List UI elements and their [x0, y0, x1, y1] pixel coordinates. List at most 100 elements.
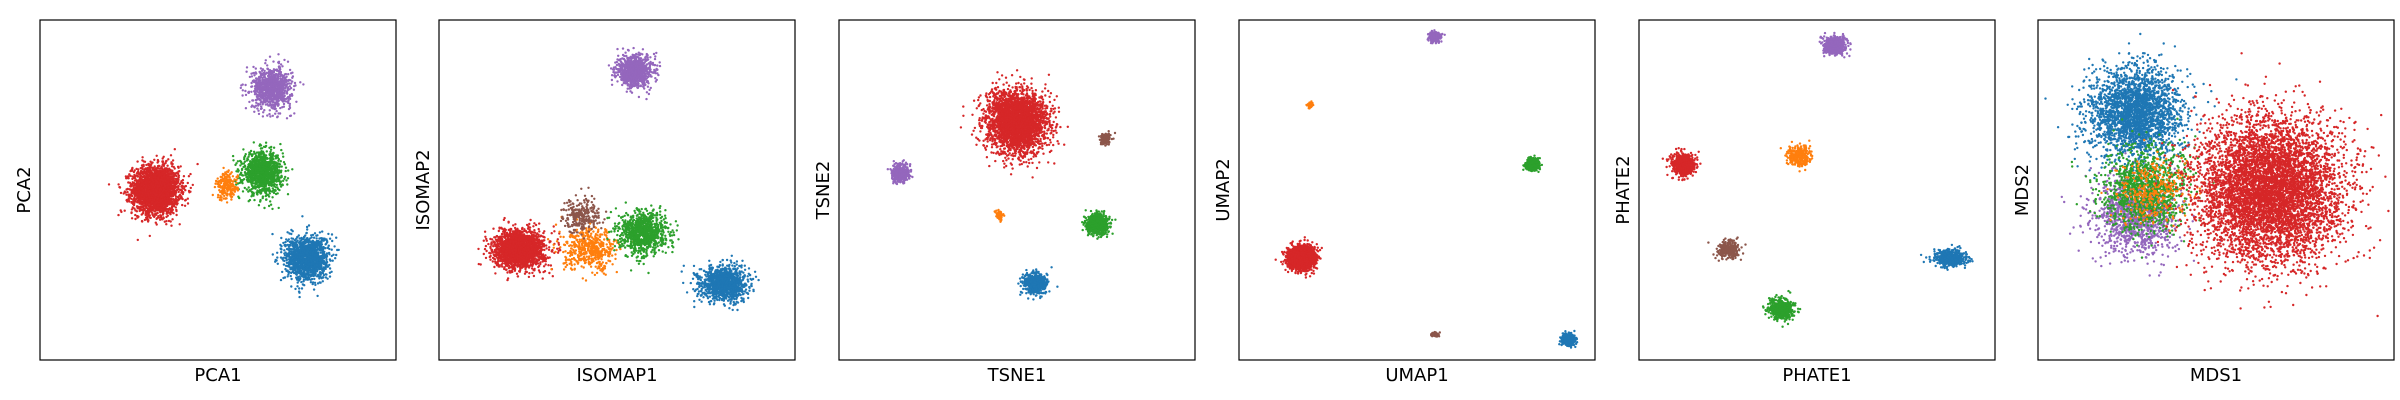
scatter-point	[226, 190, 228, 192]
scatter-point	[137, 207, 139, 209]
scatter-point	[269, 169, 271, 171]
scatter-point	[176, 172, 178, 174]
scatter-point	[129, 182, 131, 184]
scatter-point	[155, 212, 157, 214]
scatter-point	[133, 200, 135, 202]
scatter-point	[258, 186, 260, 188]
scatter-point	[157, 205, 159, 207]
scatter-point	[137, 175, 139, 177]
scatter-point	[265, 172, 267, 174]
scatter-point	[271, 190, 273, 192]
scatter-point	[175, 210, 177, 212]
scatter-point	[144, 161, 146, 163]
scatter-point	[272, 60, 274, 62]
scatter-point	[275, 90, 277, 92]
scatter-point	[166, 165, 168, 167]
scatter-point	[274, 77, 276, 79]
scatter-point	[126, 191, 128, 193]
scatter-point	[223, 180, 225, 182]
scatter-point	[255, 105, 257, 107]
scatter-point	[136, 160, 138, 162]
scatter-point	[241, 168, 243, 170]
scatter-point	[134, 195, 136, 197]
scatter-point	[141, 220, 143, 222]
scatter-point	[276, 97, 278, 99]
scatter-point	[162, 208, 164, 210]
scatter-point	[144, 181, 146, 183]
scatter-point	[270, 177, 272, 179]
scatter-point	[269, 109, 271, 111]
scatter-point	[264, 81, 266, 83]
scatter-point	[131, 217, 133, 219]
scatter-point	[277, 154, 279, 156]
scatter-point	[265, 184, 267, 186]
scatter-point	[129, 196, 131, 198]
scatter-point	[280, 170, 282, 172]
scatter-point	[248, 101, 250, 103]
scatter-point	[180, 165, 182, 167]
scatter-point	[135, 192, 137, 194]
scatter-point	[217, 196, 219, 198]
scatter-point	[259, 153, 261, 155]
scatter-point	[264, 101, 266, 103]
scatter-point	[265, 193, 267, 195]
scatter-point	[270, 162, 272, 164]
scatter-point	[235, 182, 237, 184]
scatter-point	[279, 163, 281, 165]
scatter-point	[153, 172, 155, 174]
scatter-point	[253, 162, 255, 164]
scatter-point	[119, 186, 121, 188]
scatter-point	[258, 204, 260, 206]
scatter-point	[264, 94, 266, 96]
scatter-point	[196, 163, 198, 165]
scatter-point	[174, 201, 176, 203]
scatter-point	[287, 73, 289, 75]
scatter-point	[260, 156, 262, 158]
scatter-point	[283, 263, 285, 265]
scatter-point	[278, 67, 280, 69]
scatter-point	[149, 171, 151, 173]
scatter-point	[151, 176, 153, 178]
scatter-point	[174, 148, 176, 150]
scatter-point	[258, 182, 260, 184]
scatter-point	[159, 174, 161, 176]
scatter-point	[149, 161, 151, 163]
scatter-point	[162, 160, 164, 162]
scatter-point	[270, 181, 272, 183]
scatter-point	[266, 150, 268, 152]
scatter-point	[289, 69, 291, 71]
scatter-point	[130, 212, 132, 214]
scatter-point	[141, 171, 143, 173]
scatter-point	[229, 176, 231, 178]
scatter-point	[278, 70, 280, 72]
scatter-point	[278, 94, 280, 96]
scatter-point	[272, 87, 274, 89]
scatter-point	[281, 165, 283, 167]
scatter-point	[265, 142, 267, 144]
scatter-point	[172, 198, 174, 200]
scatter-point	[242, 179, 244, 181]
scatter-point	[253, 166, 255, 168]
scatter-point	[172, 195, 174, 197]
scatter-point	[265, 89, 267, 91]
scatter-point	[285, 76, 287, 78]
scatter-point	[230, 192, 232, 194]
scatter-point	[163, 156, 165, 158]
scatter-point	[170, 194, 172, 196]
scatter-point	[246, 159, 248, 161]
scatter-point	[220, 176, 222, 178]
scatter-point	[260, 185, 262, 187]
scatter-point	[258, 98, 260, 100]
scatter-point	[135, 186, 137, 188]
scatter-point	[253, 141, 255, 143]
scatter-point	[268, 84, 270, 86]
scatter-point	[177, 186, 179, 188]
scatter-point	[167, 193, 169, 195]
scatter-point	[255, 90, 257, 92]
scatter-point	[272, 75, 274, 77]
scatter-point	[247, 91, 249, 93]
scatter-point	[177, 167, 179, 169]
scatter-point	[250, 181, 252, 183]
scatter-point	[284, 91, 286, 93]
scatter-point	[176, 178, 178, 180]
